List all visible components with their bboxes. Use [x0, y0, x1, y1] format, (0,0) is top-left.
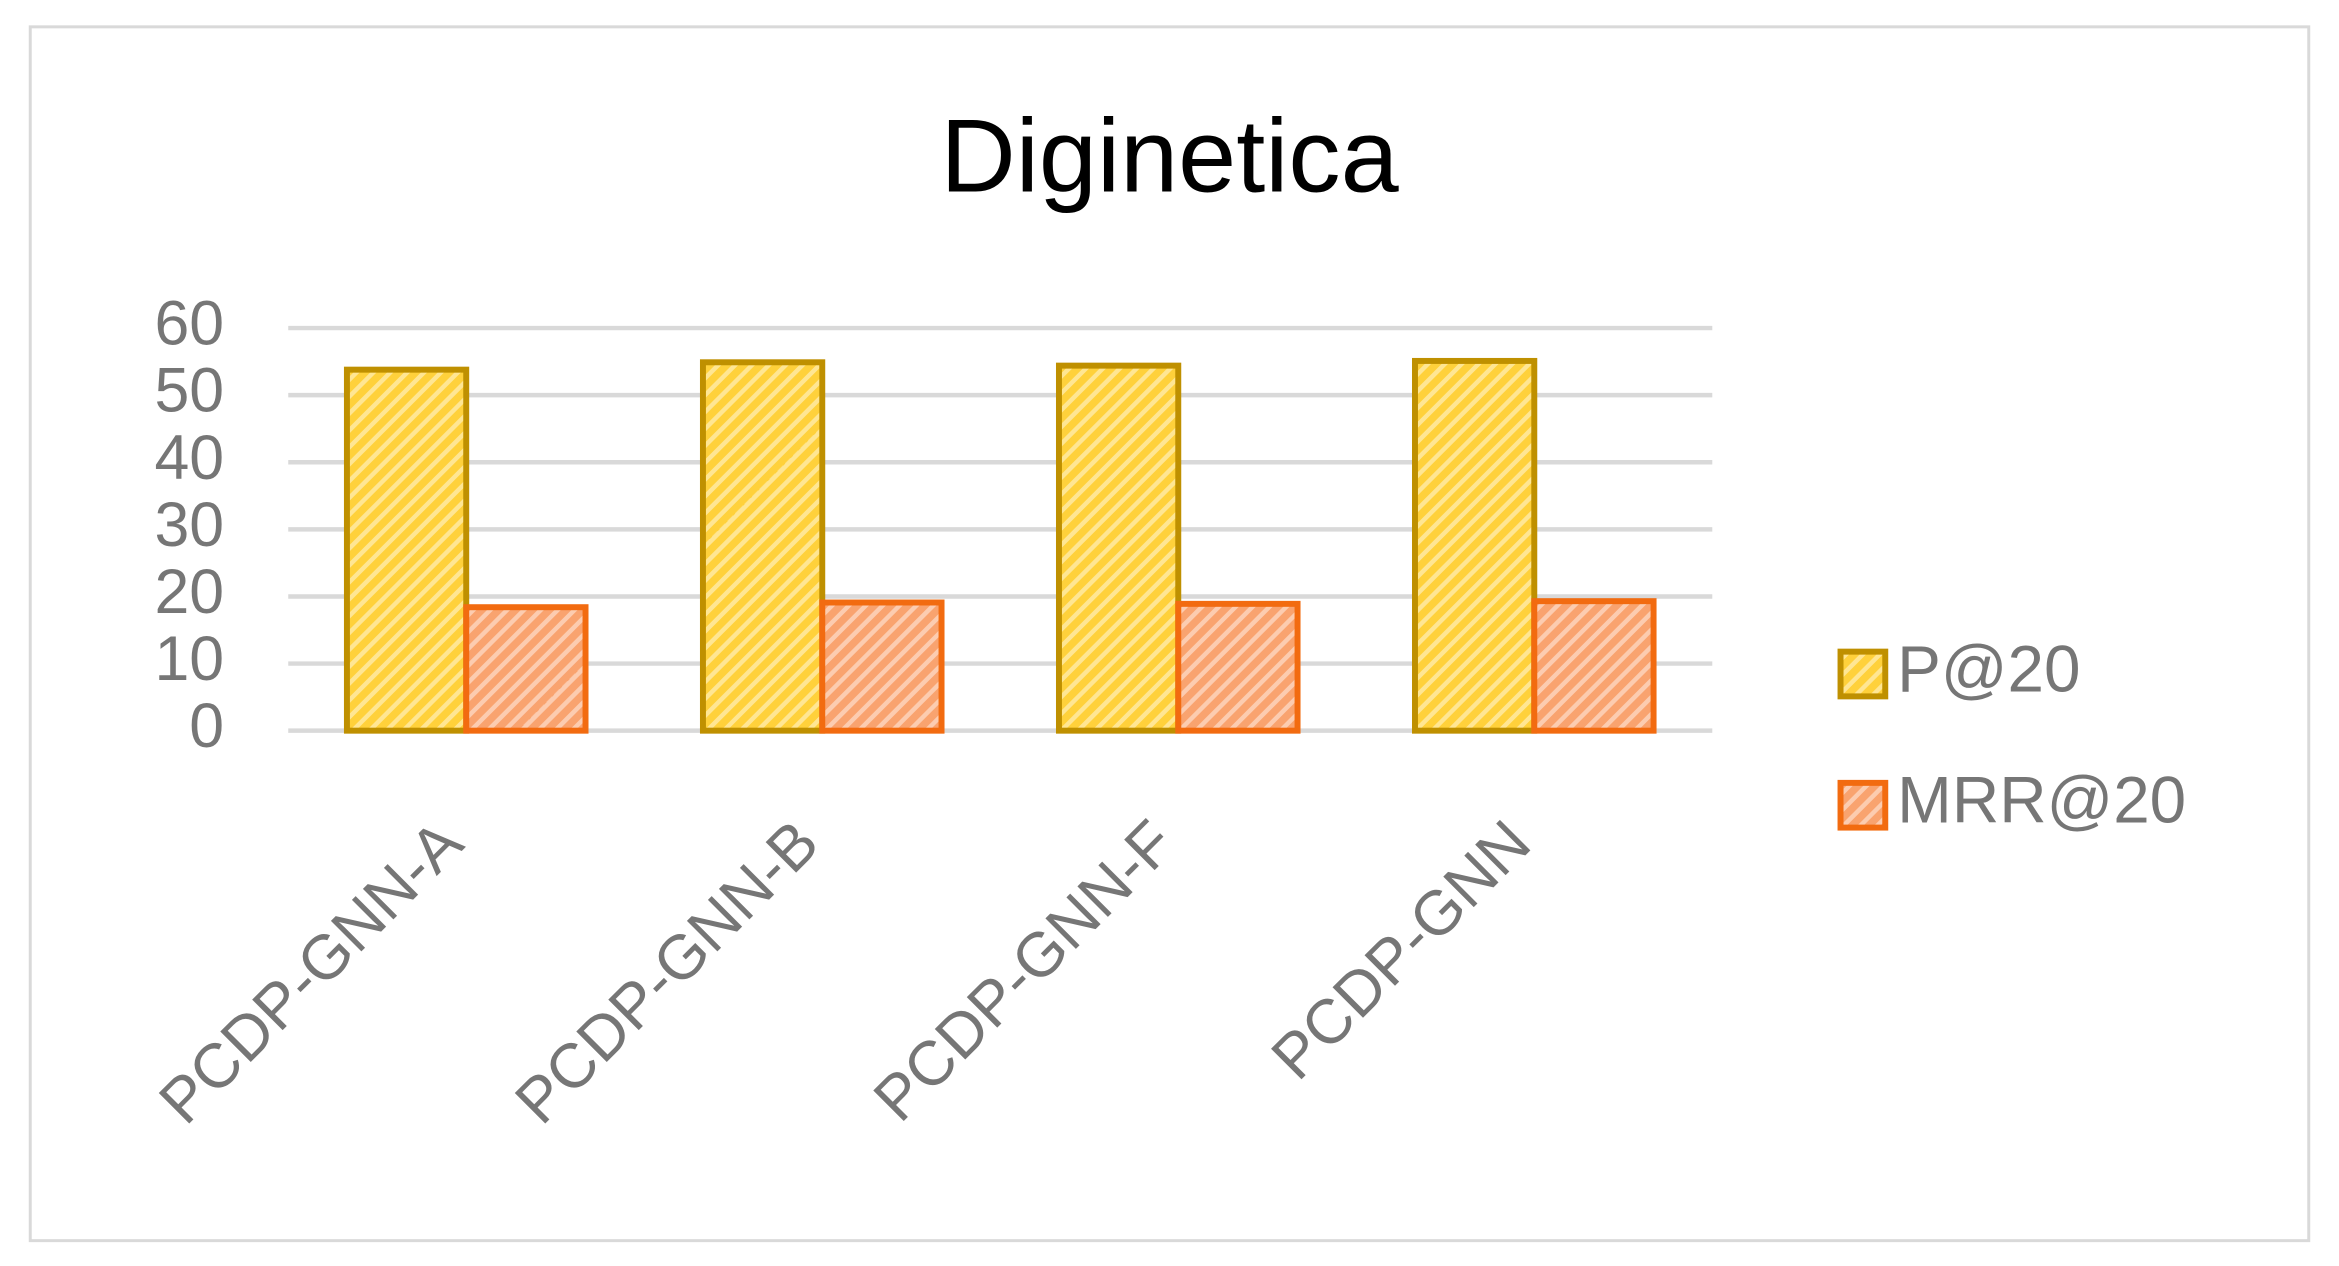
y-tick-label: 20	[154, 557, 224, 627]
bar	[463, 604, 589, 734]
bar	[699, 359, 826, 734]
bar	[343, 366, 470, 734]
legend-swatch	[1837, 648, 1889, 700]
bar	[1412, 357, 1538, 734]
y-tick-label: 40	[154, 423, 224, 493]
legend-label: MRR@20	[1897, 764, 2186, 837]
y-tick-label: 50	[154, 356, 224, 426]
y-tick-label: 10	[154, 624, 224, 694]
legend-swatch	[1837, 779, 1889, 831]
chart-title: Diginetica	[940, 99, 1399, 215]
bar	[1531, 598, 1657, 734]
y-tick-label: 0	[189, 691, 224, 761]
bar	[819, 599, 945, 734]
bar	[1175, 600, 1301, 734]
y-tick-label: 30	[154, 490, 224, 560]
bar	[1055, 362, 1182, 734]
legend-label: P@20	[1897, 632, 2080, 705]
y-tick-label: 60	[154, 289, 224, 359]
